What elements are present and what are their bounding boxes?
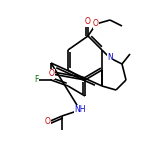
Text: O: O	[45, 117, 51, 126]
Text: O: O	[85, 17, 91, 26]
Text: O: O	[93, 19, 99, 29]
Text: F: F	[34, 76, 38, 85]
Text: NH: NH	[74, 105, 86, 114]
Text: O: O	[49, 69, 55, 78]
Text: N: N	[107, 54, 113, 62]
